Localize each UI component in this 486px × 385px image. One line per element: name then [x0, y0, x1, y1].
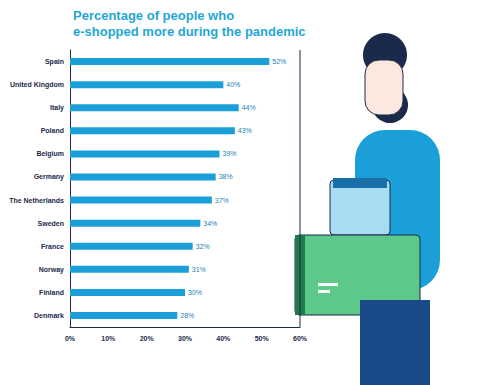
- svg-text:20%: 20%: [140, 335, 155, 342]
- svg-text:Italy: Italy: [50, 104, 64, 112]
- svg-text:39%: 39%: [223, 150, 237, 157]
- svg-text:0%: 0%: [65, 335, 76, 342]
- svg-text:43%: 43%: [238, 127, 252, 134]
- svg-text:40%: 40%: [216, 335, 231, 342]
- svg-text:32%: 32%: [196, 243, 210, 250]
- svg-text:37%: 37%: [215, 197, 229, 204]
- svg-text:31%: 31%: [192, 266, 206, 273]
- svg-text:Germany: Germany: [34, 173, 64, 181]
- svg-text:38%: 38%: [219, 173, 233, 180]
- svg-text:United Kingdom: United Kingdom: [10, 81, 64, 89]
- svg-text:e-shopped more during the pand: e-shopped more during the pandemic: [73, 24, 306, 39]
- svg-text:50%: 50%: [255, 335, 270, 342]
- svg-text:Spain: Spain: [45, 58, 64, 66]
- svg-text:France: France: [41, 243, 64, 250]
- svg-text:Sweden: Sweden: [38, 220, 64, 227]
- svg-text:40%: 40%: [226, 81, 240, 88]
- svg-text:Denmark: Denmark: [34, 312, 64, 319]
- svg-text:28%: 28%: [180, 312, 194, 319]
- svg-text:The Netherlands: The Netherlands: [9, 197, 64, 204]
- svg-text:Poland: Poland: [41, 127, 64, 134]
- svg-text:30%: 30%: [188, 289, 202, 296]
- svg-text:Finland: Finland: [39, 289, 64, 296]
- svg-text:60%: 60%: [293, 335, 308, 342]
- svg-text:44%: 44%: [242, 104, 256, 111]
- svg-text:Percentage of people who: Percentage of people who: [73, 8, 234, 23]
- svg-text:10%: 10%: [101, 335, 116, 342]
- svg-text:52%: 52%: [272, 58, 286, 65]
- svg-text:30%: 30%: [178, 335, 193, 342]
- svg-text:Belgium: Belgium: [36, 150, 64, 158]
- svg-text:Norway: Norway: [39, 266, 64, 274]
- svg-text:34%: 34%: [203, 220, 217, 227]
